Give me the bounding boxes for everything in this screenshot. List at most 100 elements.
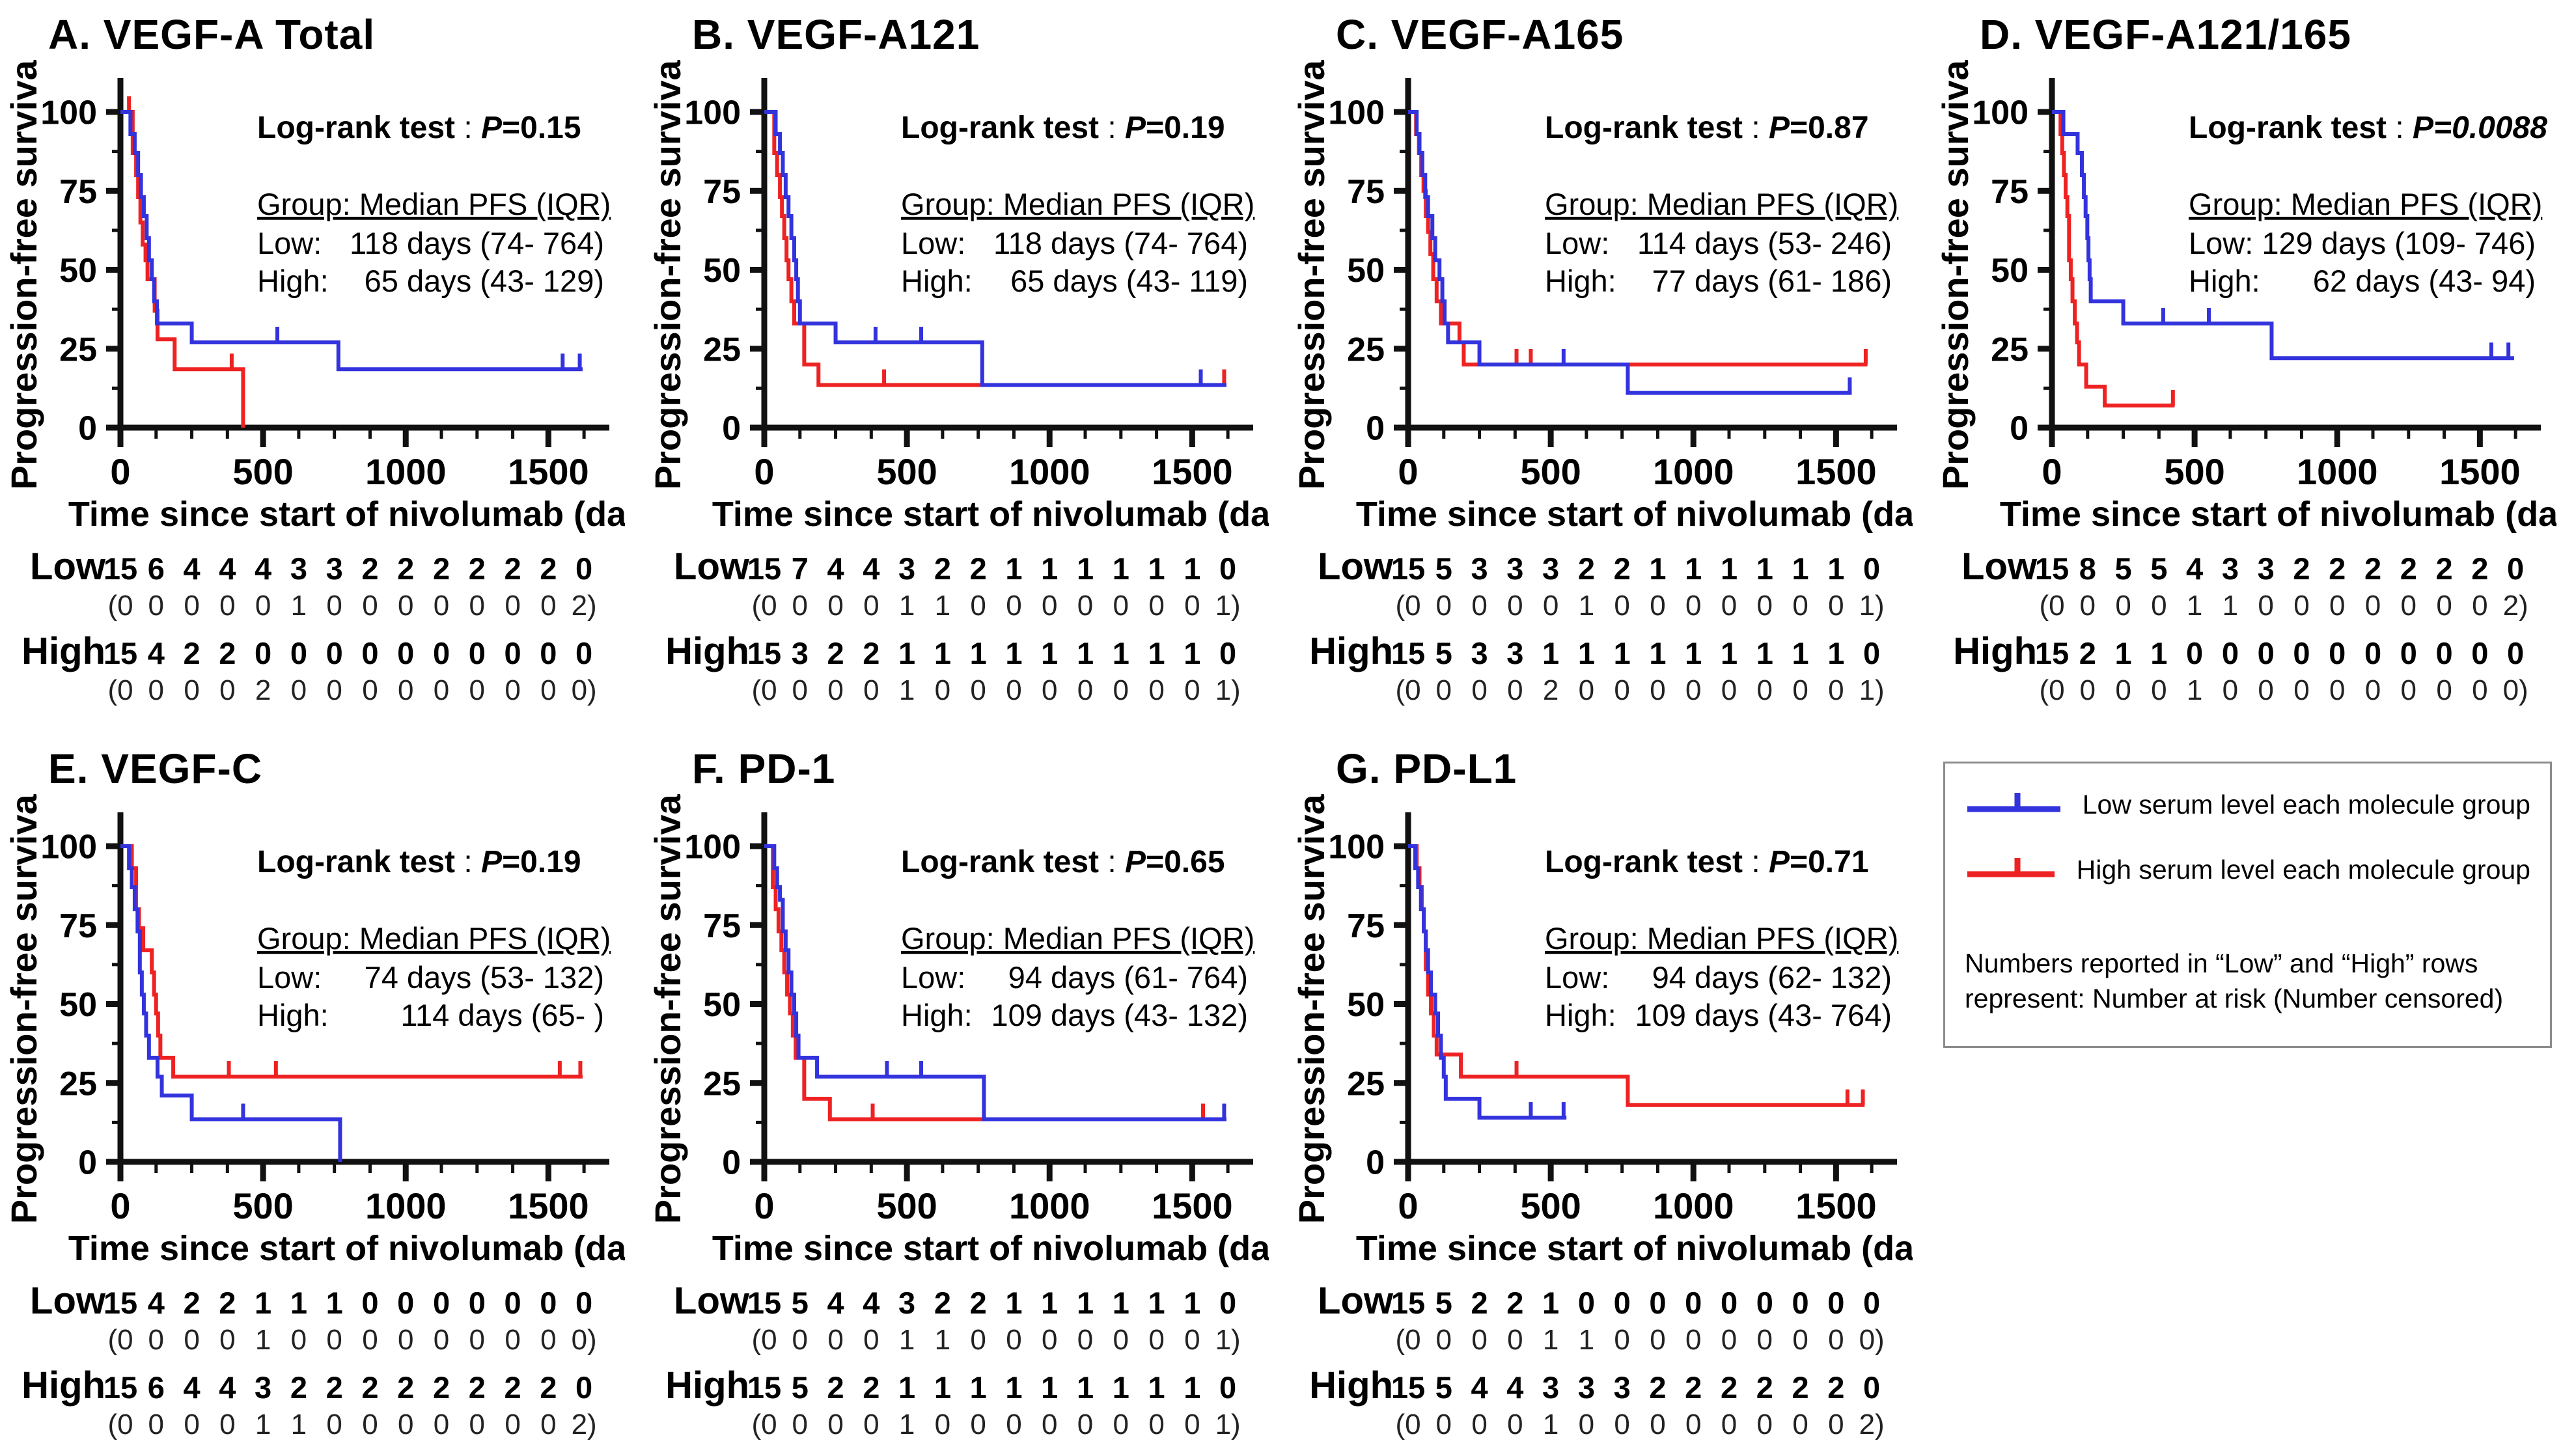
at-risk-value: 1 — [1827, 636, 1844, 670]
high-median-value: 109 days (43- 764) — [1635, 998, 1892, 1032]
censored-value: 0 — [1042, 1409, 1057, 1440]
censored-value: 0 — [469, 590, 485, 622]
censored-value: 1 — [2187, 674, 2202, 706]
at-risk-value: 0 — [397, 1286, 414, 1320]
at-risk-value: 0 — [575, 551, 592, 586]
high-median-value: 109 days (43- 132) — [991, 998, 1248, 1032]
y-tick-label: 75 — [1991, 173, 2029, 211]
y-tick-label: 25 — [703, 331, 741, 368]
high-median-value: 65 days (43- 119) — [1010, 264, 1248, 298]
logrank-line: Log-rank test : P=0.19 — [901, 111, 1225, 145]
x-tick-label: 1000 — [365, 1185, 447, 1226]
at-risk-value: 15 — [1391, 551, 1425, 586]
at-risk-value: 0 — [1756, 1286, 1773, 1320]
risk-row-label: High — [665, 630, 749, 672]
at-risk-value: 0 — [1614, 1286, 1631, 1320]
low-curve — [2052, 110, 2514, 361]
censored-value: 0 — [1828, 1409, 1844, 1440]
x-tick-label: 1500 — [508, 451, 589, 492]
at-risk-value: 2 — [183, 636, 200, 670]
high-median-value: 65 days (43- 129) — [365, 264, 604, 298]
group-header: Group: Median PFS (IQR) — [1545, 187, 1898, 221]
censored-value: 1 — [899, 674, 915, 706]
at-risk-value: 0 — [1578, 1286, 1595, 1320]
censored-value: 0 — [1148, 590, 1164, 622]
at-risk-value: 0 — [326, 636, 343, 670]
at-risk-value: 0 — [1685, 1286, 1702, 1320]
censored-value: 0 — [1507, 590, 1523, 622]
at-risk-value: 5 — [792, 1370, 809, 1405]
low-median-label: Low: — [901, 226, 965, 260]
censored-value: 0 — [148, 1409, 164, 1440]
y-tick-label: 0 — [1366, 1144, 1385, 1182]
censored-value: (0 — [751, 1324, 777, 1356]
x-axis-title: Time since start of nivolumab (day) — [1356, 1229, 1913, 1268]
censored-value: (0 — [1395, 1324, 1420, 1356]
y-tick-label: 25 — [703, 1065, 741, 1103]
y-tick-label: 25 — [1991, 331, 2029, 368]
x-tick-label: 1000 — [1009, 451, 1090, 492]
censored-value: 0 — [505, 674, 520, 706]
at-risk-value: 1 — [1148, 636, 1165, 670]
censored-value: 0 — [184, 1409, 199, 1440]
at-risk-value: 15 — [104, 1370, 137, 1405]
y-tick-label: 25 — [59, 331, 97, 368]
censored-value: 0 — [434, 1409, 449, 1440]
km-panel-C: C. VEGF-A165 0 25 50 75 100 0 500 1000 1500 Time s… — [1288, 0, 1932, 734]
censored-value: 0 — [2436, 674, 2452, 706]
low-median-value: 74 days (53- 132) — [365, 960, 604, 995]
at-risk-value: 2 — [1756, 1370, 1773, 1405]
censored-value: 0 — [2401, 674, 2417, 706]
km-panel-G: G. PD-L1 0 25 50 75 100 0 500 1000 1500 Time since… — [1288, 734, 1932, 1440]
censored-value: (0 — [1395, 674, 1420, 706]
km-panel-D: D. VEGF-A121/165 0 25 50 75 100 0 500 1000 1500 Ti… — [1932, 0, 2575, 734]
at-risk-value: 2 — [2364, 551, 2381, 586]
low-curve — [1408, 110, 1852, 395]
high-median-value: 114 days (65- ) — [400, 998, 604, 1032]
x-tick-label: 500 — [1520, 1185, 1581, 1226]
censored-value: (0 — [2039, 590, 2064, 622]
at-risk-value: 0 — [1863, 636, 1880, 670]
at-risk-value: 0 — [540, 1286, 557, 1320]
at-risk-value: 3 — [898, 1286, 915, 1320]
at-risk-value: 1 — [1005, 1370, 1022, 1405]
y-tick-label: 50 — [1991, 252, 2029, 290]
y-axis-title: Progression-free survival — [3, 794, 44, 1224]
high-curve — [2052, 110, 2175, 408]
censored-value: 0 — [148, 1324, 164, 1356]
at-risk-value: 2 — [1506, 1286, 1523, 1320]
x-tick-label: 500 — [876, 451, 937, 492]
censored-value: 0 — [935, 674, 950, 706]
at-risk-value: 5 — [1435, 1286, 1452, 1320]
y-tick-label: 75 — [59, 173, 97, 211]
risk-row-label: High — [1953, 630, 2037, 672]
censored-value: 0 — [2080, 590, 2096, 622]
censored-value: 0 — [970, 1324, 986, 1356]
censored-value: 0 — [1006, 674, 1021, 706]
at-risk-value: 3 — [1578, 1370, 1595, 1405]
at-risk-value: 0 — [2293, 636, 2310, 670]
at-risk-value: 2 — [361, 551, 378, 586]
high-median-label: High: — [901, 998, 973, 1032]
y-axis-title: Progression-free survival — [647, 794, 688, 1224]
at-risk-value: 5 — [2114, 551, 2131, 586]
at-risk-value: 1 — [1113, 551, 1129, 586]
at-risk-value: 0 — [1863, 551, 1880, 586]
censored-value: 0 — [2365, 590, 2381, 622]
low-median-label: Low: — [1545, 226, 1609, 260]
at-risk-value: 4 — [183, 1370, 200, 1405]
at-risk-value: 2 — [2436, 551, 2453, 586]
at-risk-value: 1 — [1649, 636, 1666, 670]
panel-title: E. VEGF-C — [48, 745, 263, 792]
low-curve-swatch-icon — [1967, 793, 2060, 812]
censored-value: 0 — [362, 674, 378, 706]
x-tick-label: 0 — [110, 1185, 130, 1226]
